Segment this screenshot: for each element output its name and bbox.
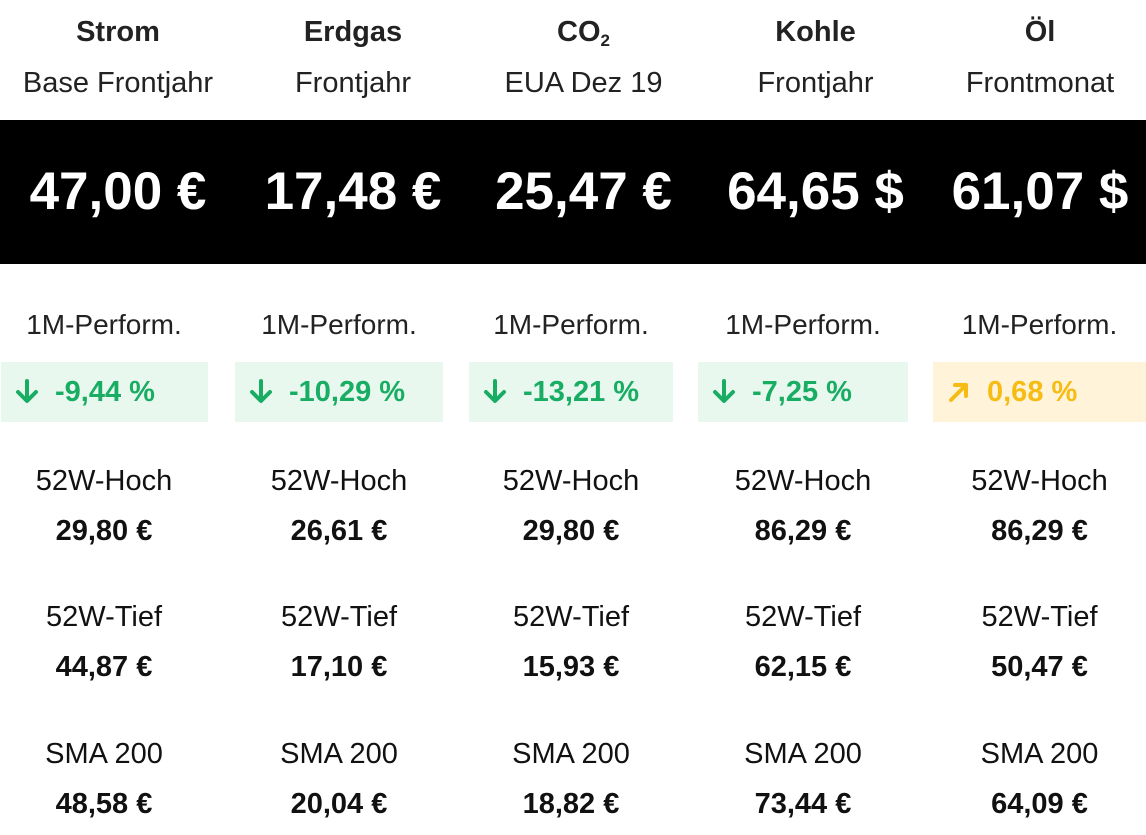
commodity-title-erdgas: Erdgas — [303, 16, 403, 48]
performance-value: -13,21 % — [523, 375, 640, 408]
arrow-down-icon — [710, 378, 738, 406]
commodity-title-kohle: Kohle — [775, 16, 856, 48]
high-value: 86,29 € — [754, 515, 852, 547]
performance-value: -10,29 % — [289, 375, 406, 408]
performance-badge: -7,25 % — [698, 362, 908, 422]
arrow-down-icon — [247, 378, 275, 406]
performance-value: -7,25 % — [752, 375, 852, 408]
sma-value: 64,09 € — [991, 788, 1088, 820]
sma-value: 73,44 € — [754, 788, 852, 820]
high-value: 29,80 € — [522, 515, 620, 547]
price-value: 64,65 $ — [727, 162, 904, 221]
commodity-title-strom: Strom — [76, 16, 160, 48]
price-value: 25,47 € — [495, 162, 672, 221]
high-label: 52W-Hoch — [971, 465, 1108, 497]
high-label: 52W-Hoch — [734, 465, 872, 497]
performance-value: 0,68 % — [987, 375, 1078, 408]
low-label: 52W-Tief — [512, 601, 630, 633]
commodity-subtitle: Frontjahr — [294, 67, 412, 99]
low-value: 62,15 € — [754, 651, 852, 683]
commodity-subtitle: Frontjahr — [757, 67, 874, 99]
low-value: 50,47 € — [991, 651, 1088, 683]
low-label: 52W-Tief — [981, 601, 1098, 633]
high-label: 52W-Hoch — [35, 465, 173, 497]
commodity-subtitle: EUA Dez 19 — [504, 67, 663, 99]
commodity-title-co2: CO2 — [557, 16, 610, 50]
high-value-row: 29,80 € 26,61 € 29,80 € 86,29 € 86,29 € — [0, 511, 1146, 551]
performance-badge: -13,21 % — [469, 362, 673, 422]
commodity-title-row: Strom Erdgas CO2 Kohle Öl — [0, 12, 1146, 52]
commodity-subtitle-row: Base Frontjahr Frontjahr EUA Dez 19 Fron… — [0, 63, 1146, 103]
high-label-row: 52W-Hoch 52W-Hoch 52W-Hoch 52W-Hoch 52W-… — [0, 461, 1146, 501]
sma-value: 48,58 € — [55, 788, 153, 820]
high-label: 52W-Hoch — [270, 465, 408, 497]
high-value: 86,29 € — [991, 515, 1088, 547]
low-value: 17,10 € — [290, 651, 388, 683]
high-value: 29,80 € — [55, 515, 153, 547]
price-value: 17,48 € — [264, 162, 442, 221]
commodity-subtitle: Frontmonat — [965, 67, 1115, 99]
performance-badge: -10,29 % — [235, 362, 443, 422]
sma-value-row: 48,58 € 20,04 € 18,82 € 73,44 € 64,09 € — [0, 784, 1146, 824]
low-value: 15,93 € — [522, 651, 620, 683]
arrow-down-icon — [13, 378, 41, 406]
low-label: 52W-Tief — [280, 601, 398, 633]
low-label-row: 52W-Tief 52W-Tief 52W-Tief 52W-Tief 52W-… — [0, 597, 1146, 637]
arrow-down-icon — [481, 378, 509, 406]
sma-label-row: SMA 200 SMA 200 SMA 200 SMA 200 SMA 200 — [0, 734, 1146, 774]
sma-label: SMA 200 — [980, 738, 1099, 770]
sma-value: 18,82 € — [522, 788, 620, 820]
price-value: 61,07 $ — [951, 162, 1129, 221]
sma-label: SMA 200 — [744, 738, 862, 770]
high-label: 52W-Hoch — [502, 465, 640, 497]
sma-label: SMA 200 — [45, 738, 163, 770]
low-label: 52W-Tief — [45, 601, 163, 633]
performance-value: -9,44 % — [55, 375, 155, 408]
commodity-subtitle: Base Frontjahr — [22, 67, 214, 99]
performance-label-row: 1M-Perform. 1M-Perform. 1M-Perform. 1M-P… — [0, 305, 1146, 345]
performance-label: 1M-Perform. — [725, 309, 881, 340]
sma-value: 20,04 € — [290, 788, 388, 820]
low-value: 44,87 € — [55, 651, 153, 683]
performance-badge: 0,68 % — [933, 362, 1146, 422]
performance-label: 1M-Perform. — [961, 309, 1118, 340]
sma-label: SMA 200 — [280, 738, 398, 770]
commodity-title-oel: Öl — [1024, 16, 1056, 48]
arrow-up-right-icon — [945, 378, 973, 406]
price-value: 47,00 € — [29, 162, 207, 221]
performance-label: 1M-Perform. — [493, 309, 649, 340]
low-label: 52W-Tief — [744, 601, 862, 633]
performance-label: 1M-Perform. — [261, 309, 417, 340]
high-value: 26,61 € — [290, 515, 388, 547]
price-band: 47,00 € 17,48 € 25,47 € 64,65 $ 61,07 $ — [0, 120, 1146, 264]
performance-label: 1M-Perform. — [26, 309, 182, 340]
low-value-row: 44,87 € 17,10 € 15,93 € 62,15 € 50,47 € — [0, 647, 1146, 687]
performance-badge: -9,44 % — [1, 362, 208, 422]
sma-label: SMA 200 — [512, 738, 630, 770]
